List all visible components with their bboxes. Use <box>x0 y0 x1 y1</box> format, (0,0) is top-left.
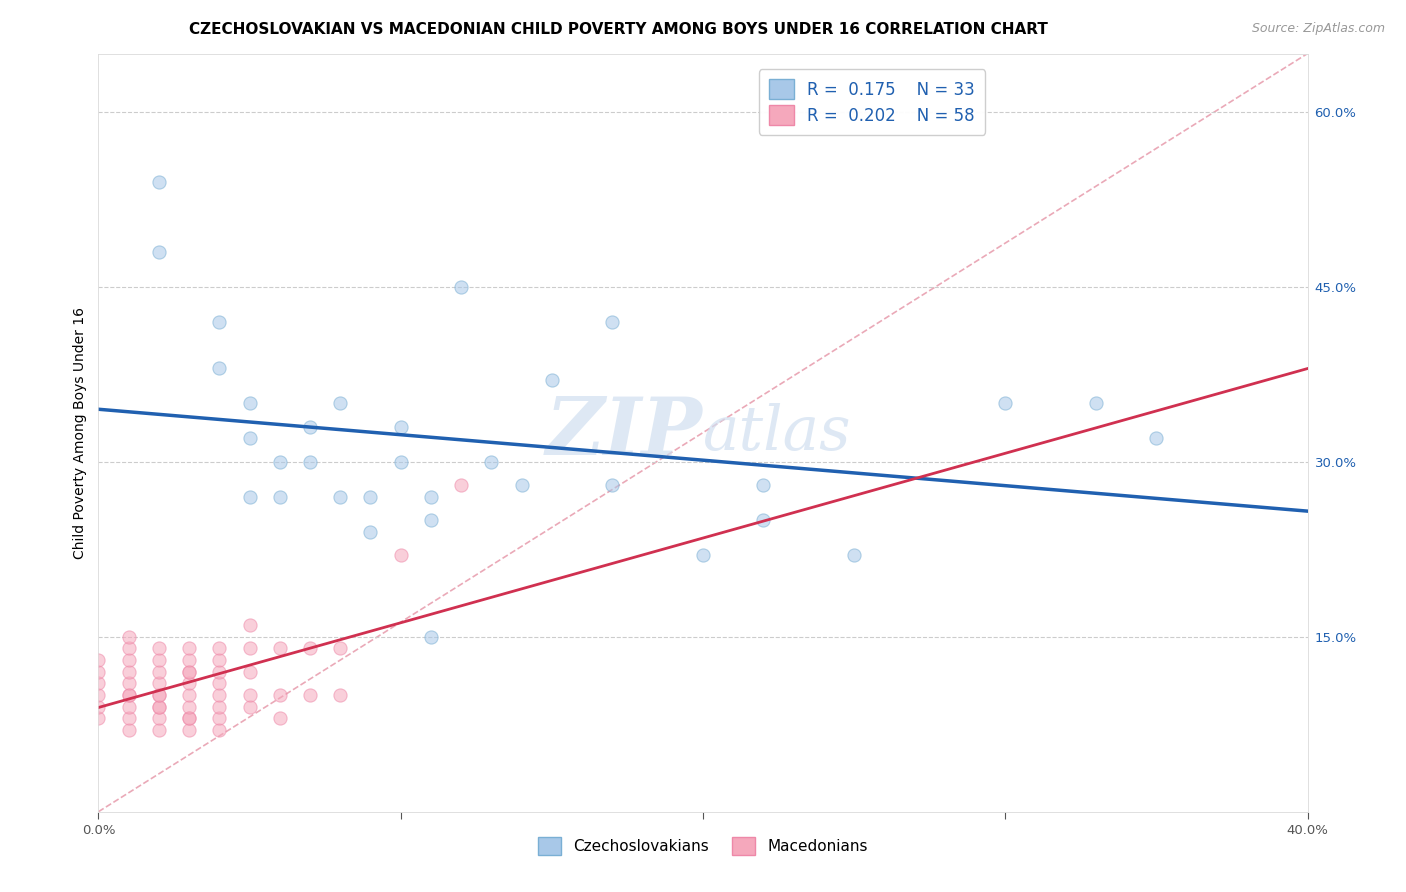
Point <box>239 618 262 632</box>
Point <box>450 478 472 492</box>
Point <box>179 653 201 667</box>
Point <box>208 676 231 690</box>
Point <box>420 630 443 644</box>
Point <box>208 653 231 667</box>
Point <box>329 490 352 504</box>
Point <box>1144 432 1167 446</box>
Point <box>269 641 291 656</box>
Point <box>179 641 201 656</box>
Point <box>239 641 262 656</box>
Point <box>239 396 262 410</box>
Point <box>148 688 170 702</box>
Point <box>239 699 262 714</box>
Point <box>87 688 110 702</box>
Point <box>148 711 170 725</box>
Point <box>269 490 291 504</box>
Point <box>602 478 624 492</box>
Point <box>844 548 866 562</box>
Point <box>752 478 775 492</box>
Point <box>118 699 141 714</box>
Point <box>329 641 352 656</box>
Point <box>752 513 775 527</box>
Text: Source: ZipAtlas.com: Source: ZipAtlas.com <box>1251 22 1385 36</box>
Point <box>148 665 170 679</box>
Point <box>299 419 322 434</box>
Point <box>420 490 443 504</box>
Point <box>1085 396 1108 410</box>
Point <box>148 699 170 714</box>
Point <box>389 548 412 562</box>
Point <box>208 688 231 702</box>
Point <box>420 513 443 527</box>
Point <box>299 641 322 656</box>
Point <box>179 711 201 725</box>
Point <box>481 455 503 469</box>
Point <box>269 688 291 702</box>
Point <box>148 175 170 189</box>
Point <box>360 524 382 539</box>
Point <box>118 688 141 702</box>
Point <box>148 723 170 737</box>
Point <box>179 723 201 737</box>
Point <box>148 688 170 702</box>
Point <box>87 653 110 667</box>
Point <box>148 699 170 714</box>
Point <box>118 688 141 702</box>
Point <box>118 653 141 667</box>
Point <box>239 432 262 446</box>
Point <box>299 455 322 469</box>
Point <box>118 630 141 644</box>
Point <box>87 676 110 690</box>
Point <box>208 641 231 656</box>
Point <box>179 676 201 690</box>
Point <box>329 688 352 702</box>
Point <box>118 723 141 737</box>
Point <box>510 478 533 492</box>
Point <box>208 711 231 725</box>
Point <box>179 699 201 714</box>
Text: atlas: atlas <box>703 402 852 463</box>
Point <box>208 361 231 376</box>
Point <box>269 455 291 469</box>
Point <box>208 723 231 737</box>
Point <box>148 244 170 259</box>
Point <box>360 490 382 504</box>
Point <box>208 665 231 679</box>
Text: ZIP: ZIP <box>546 394 703 471</box>
Point <box>299 688 322 702</box>
Point <box>148 641 170 656</box>
Point <box>179 688 201 702</box>
Point <box>179 711 201 725</box>
Point <box>148 653 170 667</box>
Point <box>389 419 412 434</box>
Point <box>148 676 170 690</box>
Point <box>239 490 262 504</box>
Point <box>602 315 624 329</box>
Point <box>87 699 110 714</box>
Point <box>208 699 231 714</box>
Point <box>87 665 110 679</box>
Point <box>389 455 412 469</box>
Y-axis label: Child Poverty Among Boys Under 16: Child Poverty Among Boys Under 16 <box>73 307 87 558</box>
Point <box>118 676 141 690</box>
Point <box>208 315 231 329</box>
Point <box>179 665 201 679</box>
Point <box>329 396 352 410</box>
Point <box>994 396 1017 410</box>
Point <box>239 665 262 679</box>
Point <box>692 548 714 562</box>
Text: CZECHOSLOVAKIAN VS MACEDONIAN CHILD POVERTY AMONG BOYS UNDER 16 CORRELATION CHAR: CZECHOSLOVAKIAN VS MACEDONIAN CHILD POVE… <box>190 22 1047 37</box>
Point <box>118 641 141 656</box>
Point <box>87 711 110 725</box>
Point <box>450 280 472 294</box>
Point <box>540 373 562 387</box>
Point <box>269 711 291 725</box>
Legend: Czechoslovakians, Macedonians: Czechoslovakians, Macedonians <box>531 831 875 861</box>
Point <box>239 688 262 702</box>
Point <box>118 711 141 725</box>
Point <box>179 665 201 679</box>
Point <box>118 665 141 679</box>
